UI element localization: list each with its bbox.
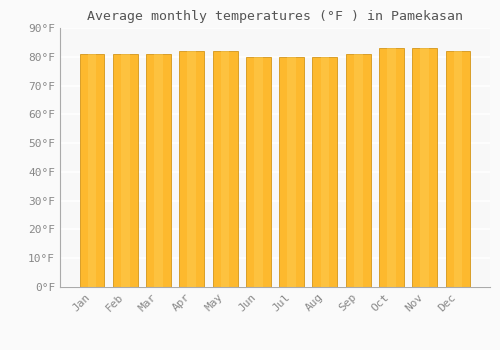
- Bar: [220, 51, 230, 287]
- Bar: [154, 54, 163, 287]
- Bar: [279, 57, 304, 287]
- Bar: [420, 48, 429, 287]
- Bar: [88, 54, 96, 287]
- Bar: [146, 54, 171, 287]
- Bar: [246, 57, 271, 287]
- Bar: [180, 51, 204, 287]
- Title: Average monthly temperatures (°F ) in Pamekasan: Average monthly temperatures (°F ) in Pa…: [87, 10, 463, 23]
- Bar: [379, 48, 404, 287]
- Bar: [412, 48, 437, 287]
- Bar: [80, 54, 104, 287]
- Bar: [188, 51, 196, 287]
- Bar: [312, 57, 338, 287]
- Bar: [254, 57, 262, 287]
- Bar: [446, 51, 470, 287]
- Bar: [454, 51, 462, 287]
- Bar: [387, 48, 396, 287]
- Bar: [354, 54, 362, 287]
- Bar: [121, 54, 130, 287]
- Bar: [346, 54, 370, 287]
- Bar: [320, 57, 330, 287]
- Bar: [212, 51, 238, 287]
- Bar: [113, 54, 138, 287]
- Bar: [288, 57, 296, 287]
